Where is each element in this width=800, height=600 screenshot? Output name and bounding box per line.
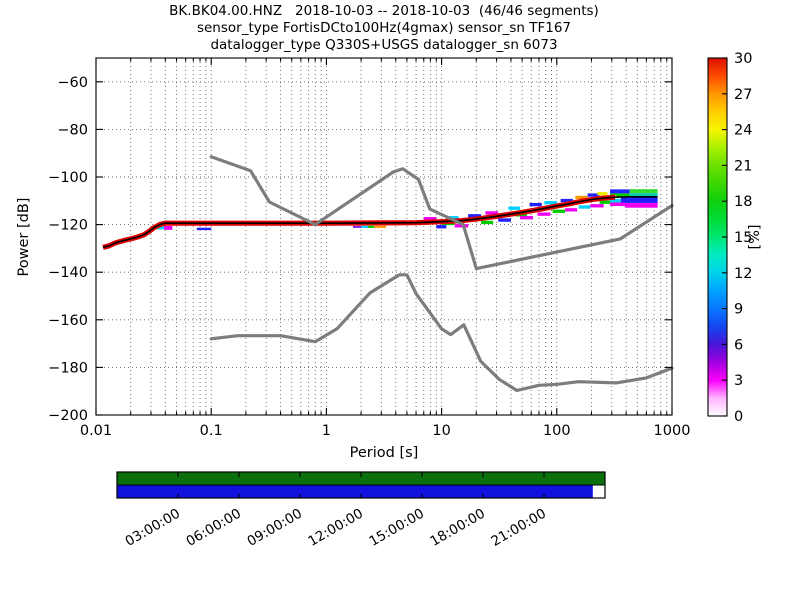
svg-text:0.01: 0.01	[80, 423, 112, 439]
svg-text:−120: −120	[48, 218, 88, 234]
svg-text:12: 12	[734, 266, 752, 282]
svg-text:09:00:00: 09:00:00	[244, 506, 305, 550]
svg-text:9: 9	[734, 302, 743, 318]
svg-text:03:00:00: 03:00:00	[122, 506, 183, 550]
svg-text:6: 6	[734, 337, 743, 353]
svg-text:−100: −100	[48, 170, 88, 186]
plot-title-line2: sensor_type FortisDCto100Hz(4gmax) senso…	[196, 20, 572, 36]
colorbar	[707, 57, 728, 417]
svg-text:18: 18	[734, 194, 752, 210]
svg-text:10: 10	[432, 423, 450, 439]
nlnm-curve	[209, 273, 674, 393]
plot-frame	[95, 57, 673, 416]
svg-text:−60: −60	[57, 75, 88, 91]
plot-title-line1: BK.BK04.00.HNZ 2018-10-03 -- 2018-10-03 …	[169, 3, 599, 19]
svg-text:−140: −140	[48, 265, 88, 281]
svg-text:15: 15	[734, 230, 752, 246]
svg-text:06:00:00: 06:00:00	[183, 506, 244, 550]
y-axis-label: Power [dB]	[16, 197, 32, 277]
svg-text:21:00:00: 21:00:00	[488, 506, 549, 550]
colorbar-label: [%]	[747, 224, 763, 250]
svg-text:3: 3	[734, 373, 743, 389]
plot-grid	[96, 58, 672, 415]
timeline-tick-labels: 03:00:00 06:00:00 09:00:00 12:00:00 15:00:00…	[122, 506, 549, 550]
x-axis-label: Period [s]	[349, 445, 419, 461]
svg-text:0: 0	[734, 409, 743, 425]
svg-text:27: 27	[734, 87, 752, 103]
svg-text:24: 24	[734, 123, 752, 139]
y-tick-labels: −60 −80 −100 −120 −140 −160 −180 −200	[48, 75, 88, 424]
svg-text:1000: 1000	[654, 423, 691, 439]
svg-text:−200: −200	[48, 408, 88, 424]
colorbar-tick-labels: 0 3 6 9 12 15 18 21 24 27 30	[734, 51, 752, 425]
svg-text:1: 1	[322, 423, 331, 439]
svg-text:18:00:00: 18:00:00	[427, 506, 488, 550]
svg-text:100: 100	[543, 423, 571, 439]
svg-text:−180: −180	[48, 360, 88, 376]
timeline-psd-coverage-row	[117, 485, 593, 498]
svg-text:−80: −80	[57, 122, 88, 138]
svg-text:21: 21	[734, 158, 752, 174]
svg-text:12:00:00: 12:00:00	[305, 506, 366, 550]
psd-histogram	[150, 189, 658, 231]
svg-text:0.1: 0.1	[200, 423, 223, 439]
psd-mode-line	[102, 196, 658, 249]
timeline-bar	[116, 471, 606, 499]
x-tick-labels: 0.01 0.1 1 10 100 1000	[80, 423, 691, 439]
svg-text:30: 30	[734, 51, 752, 67]
nhnm-curve	[209, 155, 674, 271]
svg-text:15:00:00: 15:00:00	[366, 506, 427, 550]
axis-ticks	[95, 58, 673, 416]
plot-title-line3: datalogger_type Q330S+USGS datalogger_sn…	[210, 37, 558, 53]
svg-text:−160: −160	[48, 313, 88, 329]
